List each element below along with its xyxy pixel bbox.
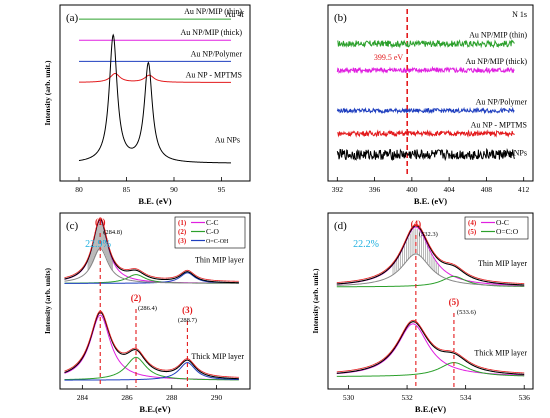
legend-box [464,216,529,240]
chart-panel-1: 80 85 90 95 B.E. (eV) Intensity (arb. unit.) (… [43,4,251,206]
x-tick-label: 532 [401,393,413,402]
chart-panel-2: 392 396 400 404 408 412 B.E. (eV) (b) N 1s 399.5 … [327,4,534,206]
legend-label: O=C-OH [206,239,229,245]
legend-number: (5) [468,228,477,236]
peak-value: (284.8) [103,229,122,236]
fit-curve [64,217,239,282]
fit-curve [336,223,525,284]
x-tick-label: 392 [332,185,344,194]
panel-title: N 1s [512,10,527,19]
envelope-curve [336,225,525,286]
series-line [78,33,232,164]
background-peak [64,248,239,284]
legend-number: (3) [178,237,187,245]
series-line [337,129,515,138]
x-axis-label: B.E. (eV) [414,196,447,206]
peak-number: (3) [182,305,193,315]
chart-panel-3: 284 286 288 290 B.E.(eV) Intensity (arb. unit… [43,212,251,414]
series-line [336,147,515,162]
y-axis-label: Intensity (arb. unit.) [311,268,320,334]
envelope-curve [336,321,525,375]
component-peak [336,362,525,377]
x-tick-label: 286 [121,393,133,402]
reference-line-label: 399.5 eV [374,53,404,62]
x-tick-label: 404 [444,185,456,194]
layer-label: Thin MIP layer [478,259,527,268]
x-axis-label: B.E.(eV) [139,404,170,414]
peak-value: (288.7) [178,317,197,324]
x-tick-label: 412 [518,185,530,194]
panel-label: (b) [334,12,347,24]
layer-label: Thick MIP layer [474,349,527,358]
envelope-curve [64,311,239,380]
legend-label: O-C [496,218,509,227]
panel-label: (a) [66,12,79,24]
x-tick-label: 80 [75,185,83,194]
legend-label: C-C [206,218,219,227]
x-tick-label: 95 [218,185,226,194]
series-label: Au NP/MIP (thick) [466,57,528,66]
legend-label: O=C:O [496,227,519,236]
plot-frame [59,4,251,182]
plot-frame [327,212,534,390]
peak-number: (2) [131,293,142,303]
series-label: Au NP - MPTMS [471,120,527,129]
series-line [336,106,515,115]
legend-label: C-O [206,227,220,236]
panel-label: (d) [334,220,347,232]
peak-number: (5) [449,297,460,307]
series-line [336,65,515,75]
percent-label: 22.2% [353,239,379,250]
plot-frame [327,4,534,182]
fit-curve [64,310,239,378]
x-tick-label: 288 [166,393,178,402]
legend-number: (4) [468,219,477,227]
x-tick-label: 400 [406,185,418,194]
peak-value: (533.6) [457,309,476,316]
chart-panel-4: 530 532 534 536 B.E.(eV) Intensity (arb. unit… [311,212,534,414]
panel-title: Au 4f [226,10,245,19]
peak-number: (1) [95,217,106,227]
series-label: Au NP/Polymer [191,49,243,58]
series-label: Au NP - MPTMS [186,70,242,79]
x-tick-label: 534 [460,393,472,402]
peak-number: (4) [411,219,422,229]
fit-curve [336,319,525,374]
panel-label: (c) [66,220,79,232]
percent-label: 22.9% [85,239,111,250]
x-tick-label: 290 [211,393,223,402]
background-peak [336,253,525,287]
plot-frame [59,212,251,390]
legend-box [174,216,246,249]
series-label: Au NP/Polymer [476,98,528,107]
series-label: Au NP/MIP (thick) [181,28,243,37]
x-tick-label: 408 [481,185,493,194]
x-axis-label: B.E.(eV) [415,404,446,414]
y-axis-label: Intensity (arb. unit.) [43,60,52,126]
layer-label: Thick MIP layer [191,352,244,361]
series-label: Au NP/MIP (thin) [184,7,242,16]
component-peak [64,356,239,381]
x-tick-label: 284 [77,393,89,402]
component-peak [64,362,239,381]
x-tick-label: 530 [343,393,355,402]
x-axis-label: B.E. (eV) [138,196,171,206]
series-line [78,72,231,83]
series-label: Au NPs [502,149,527,158]
legend-number: (2) [178,228,187,236]
series-line [337,39,515,49]
component-peak [64,314,239,381]
x-tick-label: 536 [519,393,531,402]
legend-number: (1) [178,219,187,227]
x-tick-label: 90 [170,185,178,194]
x-tick-label: 85 [123,185,131,194]
layer-label: Thin MIP layer [195,255,244,264]
y-axis-label: Intensity (arb. units) [43,267,52,334]
x-tick-label: 396 [369,185,381,194]
series-label: Au NP/MIP (thin) [469,31,527,40]
peak-value: (532.3) [419,231,438,238]
series-label: Au NPs [215,135,240,144]
peak-value: (286.4) [138,305,157,312]
